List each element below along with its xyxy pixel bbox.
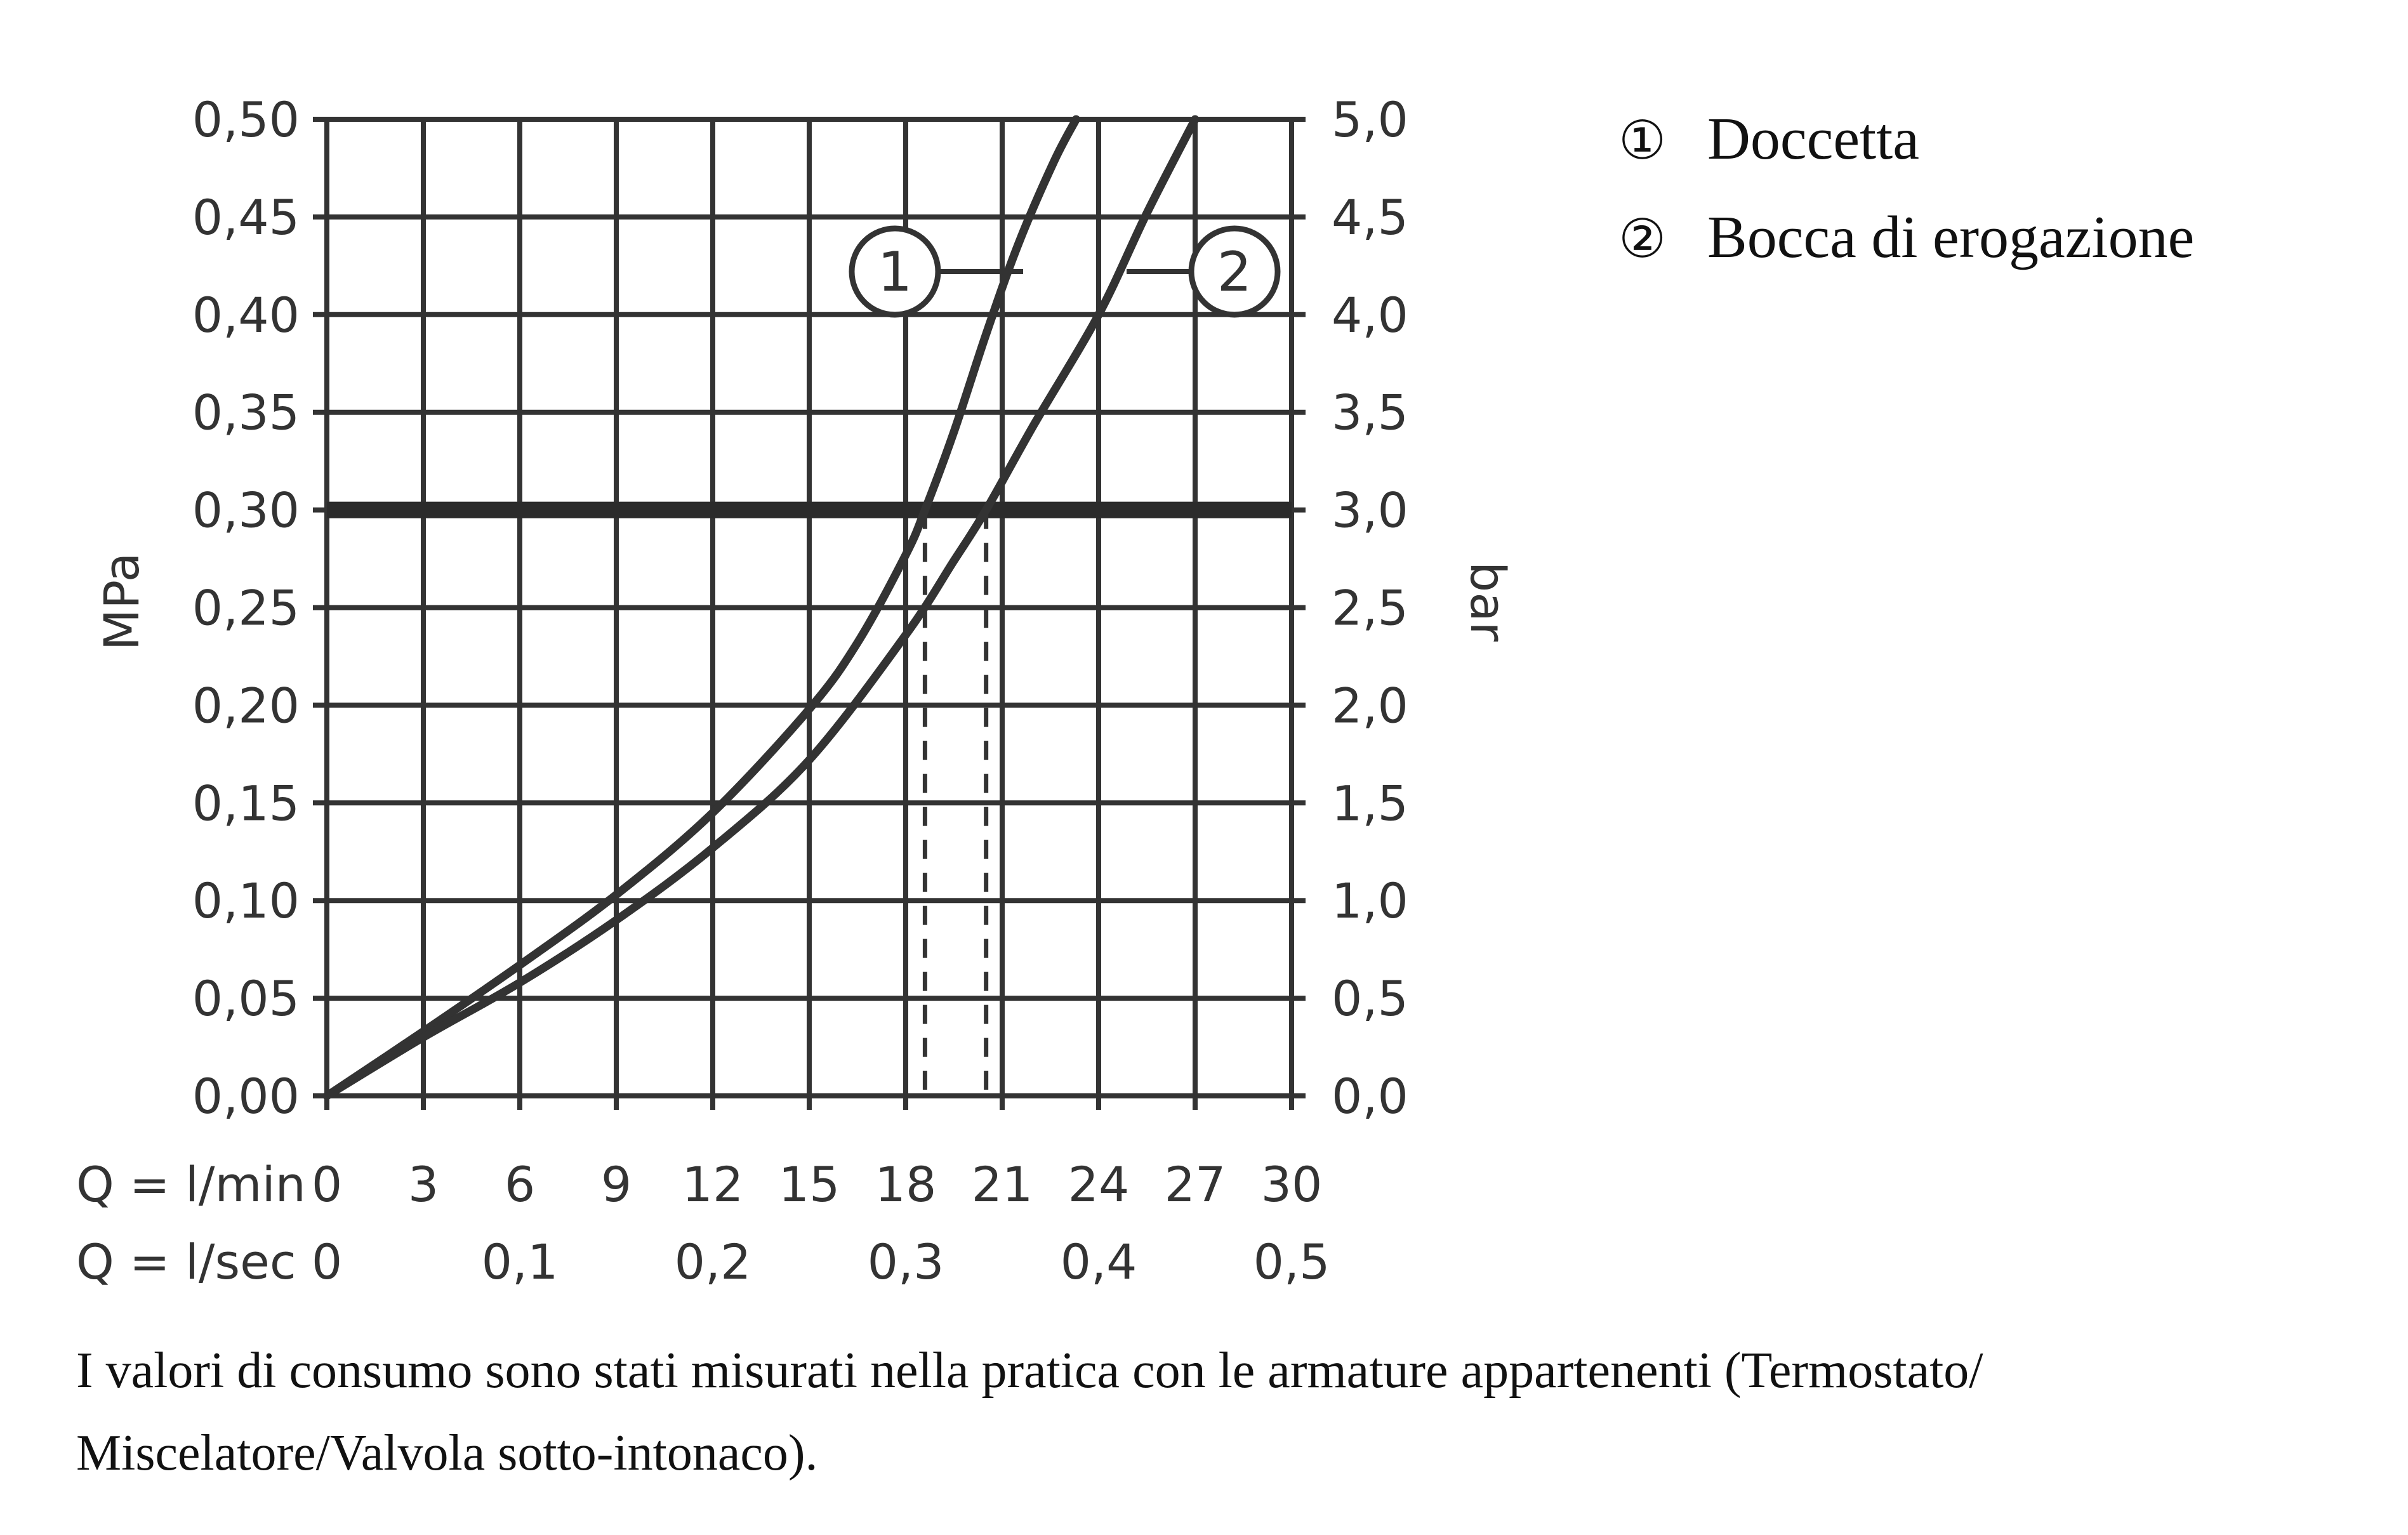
series-layer	[322, 115, 1200, 1100]
x2-tick-label: 0,2	[675, 1234, 751, 1290]
marker-label-1: 1	[878, 240, 913, 304]
y-tick-label-right: 3,5	[1332, 385, 1408, 441]
x2-tick-label: 0,5	[1254, 1234, 1330, 1290]
y-tick-label-right: 2,0	[1332, 677, 1408, 734]
x-tick-label: 30	[1261, 1156, 1323, 1213]
x-axis-unit-label-lsec: Q = l/sec	[76, 1234, 296, 1290]
y-tick-label-left: 0,40	[192, 287, 300, 343]
x-tick-label: 3	[408, 1156, 439, 1213]
footnote: I valori di consumo sono stati misurati …	[76, 1343, 1983, 1481]
marker-label-2: 2	[1217, 240, 1252, 304]
x-tick-label: 27	[1165, 1156, 1226, 1213]
legend-symbol-2: ②	[1618, 210, 1666, 269]
reference-layer	[327, 501, 1292, 1096]
x2-tick-label: 0,3	[868, 1234, 944, 1290]
x-tick-label: 12	[682, 1156, 744, 1213]
x2-tick-label: 0,1	[482, 1234, 559, 1290]
y-tick-label-left: 0,30	[192, 482, 300, 539]
x2-tick-label: 0	[312, 1234, 342, 1290]
y-tick-label-right: 1,5	[1332, 775, 1408, 831]
y-tick-label-left: 0,05	[192, 970, 300, 1027]
x-tick-label: 9	[601, 1156, 632, 1213]
marker-circle-2	[1188, 225, 1281, 318]
legend-label-1: Doccetta	[1707, 106, 1919, 172]
grid	[313, 117, 1306, 1110]
x-tick-label: 21	[972, 1156, 1033, 1213]
x-tick-label: 18	[875, 1156, 937, 1213]
marker-circle-1	[849, 225, 941, 318]
y-tick-label-right: 5,0	[1332, 91, 1408, 148]
legend-label-2: Bocca di erogazione	[1707, 204, 2194, 270]
y-tick-label-right: 3,0	[1332, 482, 1408, 539]
y-tick-label-right: 0,0	[1332, 1068, 1408, 1124]
y-tick-label-left: 0,45	[192, 189, 300, 246]
y-axis-label-left: MPa	[93, 553, 150, 651]
tick-labels: 0 3 6 9 12 15 18 21 24 27 300,00 0,00,05 0,50,10 1,00…	[192, 91, 1408, 1290]
y-tick-label-right: 2,5	[1332, 580, 1408, 636]
x-tick-label: 0	[312, 1156, 342, 1213]
legend: ① Doccetta ② Bocca di erogazione	[1618, 106, 2194, 270]
y-tick-label-right: 0,5	[1332, 970, 1408, 1027]
x-axis-unit-label-lmin: Q = l/min	[76, 1156, 306, 1213]
legend-symbol-1: ①	[1618, 112, 1666, 171]
x-tick-label: 15	[779, 1156, 840, 1213]
y-axis-label-right: bar	[1460, 562, 1516, 642]
y-tick-label-left: 0,10	[192, 873, 300, 929]
y-tick-label-left: 0,00	[192, 1068, 300, 1124]
y-tick-label-right: 1,0	[1332, 873, 1408, 929]
y-tick-label-left: 0,35	[192, 385, 300, 441]
series-line-2	[322, 115, 1200, 1100]
x-tick-label: 24	[1068, 1156, 1130, 1213]
y-tick-label-left: 0,20	[192, 677, 300, 734]
y-tick-label-left: 0,15	[192, 775, 300, 831]
x2-tick-label: 0,4	[1061, 1234, 1137, 1290]
y-tick-label-right: 4,0	[1332, 287, 1408, 343]
y-tick-label-right: 4,5	[1332, 189, 1408, 246]
x-tick-label: 6	[505, 1156, 535, 1213]
y-tick-label-left: 0,50	[192, 91, 300, 148]
series-line-1	[322, 115, 1081, 1100]
y-tick-label-left: 0,25	[192, 580, 300, 636]
